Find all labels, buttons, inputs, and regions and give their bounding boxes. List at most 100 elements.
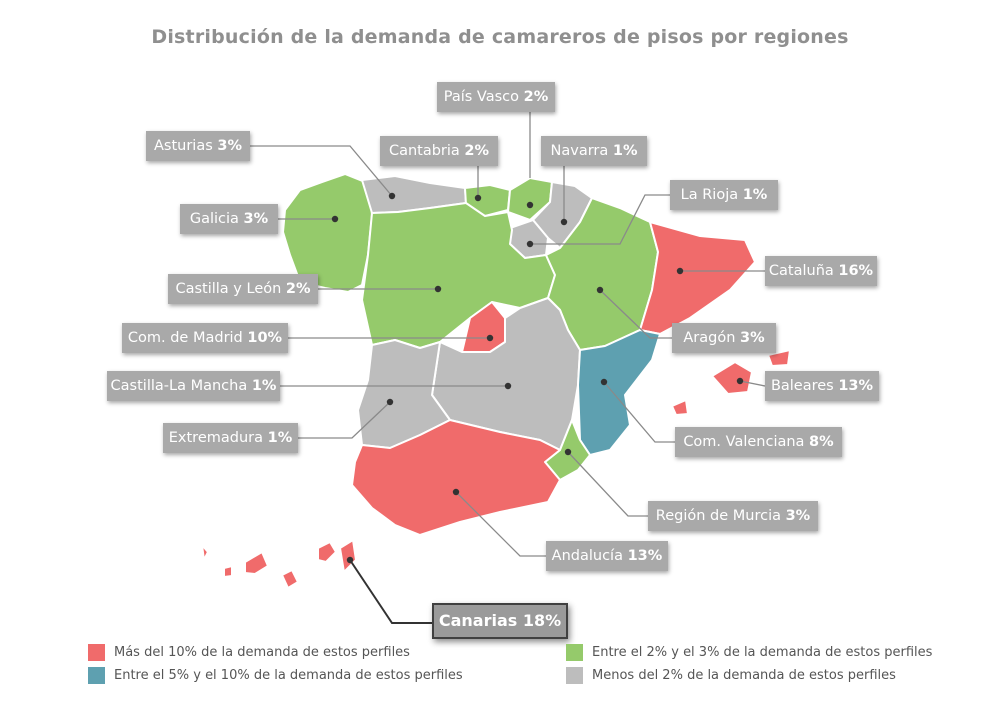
label-castilla-leon: Castilla y León 2% (168, 274, 318, 304)
dot-asturias (388, 192, 396, 200)
dot-aragon (596, 286, 604, 294)
label-cataluna-name: Cataluña (768, 263, 834, 279)
label-la-rioja-name: La Rioja (680, 187, 739, 203)
label-navarra: Navarra 1% (541, 136, 647, 166)
label-pais-vasco-name: País Vasco (443, 89, 519, 105)
label-murcia-pct: 3% (785, 508, 811, 524)
region-cataluna (639, 221, 756, 335)
leader-asturias (250, 145, 393, 197)
region-canarias-4 (281, 569, 299, 589)
label-valenciana: Com. Valenciana 8% (675, 427, 842, 457)
dot-extremadura (386, 398, 394, 406)
label-cantabria-pct: 2% (464, 143, 490, 159)
label-pais-vasco: País Vasco 2% (437, 82, 555, 112)
dot-baleares (736, 377, 744, 385)
region-valenciana (577, 329, 661, 456)
leader-valenciana (603, 381, 675, 443)
label-castilla-mancha-name: Castilla-La Mancha (110, 378, 248, 394)
legend-label-red: Más del 10% de la demanda de estos perfi… (114, 645, 410, 660)
region-canarias-5 (317, 541, 337, 563)
label-murcia-name: Región de Murcia (655, 508, 781, 524)
label-extremadura-name: Extremadura (168, 430, 263, 446)
legend-item-red: Más del 10% de la demanda de estos perfi… (88, 644, 410, 661)
legend-label-gray: Menos del 2% de la demanda de estos perf… (592, 668, 896, 683)
dot-valenciana (600, 378, 608, 386)
label-la-rioja: La Rioja 1% (670, 180, 778, 210)
dot-castilla-leon (434, 285, 442, 293)
label-madrid-pct: 10% (247, 330, 283, 346)
dot-cantabria (474, 194, 482, 202)
label-baleares: Baleares 13% (765, 371, 879, 401)
label-cantabria: Cantabria 2% (380, 136, 498, 166)
leader-andalucia (455, 491, 546, 557)
label-aragon-name: Aragón (683, 330, 736, 346)
leader-la-rioja (530, 194, 670, 245)
leader-murcia (567, 451, 648, 517)
label-navarra-pct: 1% (612, 143, 638, 159)
label-asturias-name: Asturias (153, 138, 213, 154)
label-canarias: Canarias 18% (432, 603, 568, 639)
region-canarias-3 (244, 551, 269, 575)
label-baleares-name: Baleares (770, 378, 834, 394)
leader-baleares (739, 380, 766, 387)
label-castilla-mancha-pct: 1% (251, 378, 277, 394)
region-baleares-mallorca (711, 361, 753, 395)
dot-galicia (331, 215, 339, 223)
dot-pais-vasco (526, 201, 534, 209)
dot-canarias (346, 556, 354, 564)
label-cataluna: Cataluña 16% (765, 256, 877, 286)
label-andalucia-pct: 13% (627, 548, 663, 564)
dot-cataluna (676, 267, 684, 275)
label-galicia-name: Galicia (189, 211, 239, 227)
label-galicia: Galicia 3% (180, 204, 278, 234)
label-valenciana-name: Com. Valenciana (683, 434, 805, 450)
label-castilla-leon-name: Castilla y León (175, 281, 282, 297)
dot-madrid (486, 334, 494, 342)
region-baleares-menorca (767, 349, 791, 367)
label-cantabria-name: Cantabria (388, 143, 460, 159)
label-castilla-mancha: Castilla-La Mancha 1% (107, 371, 280, 401)
label-castilla-leon-pct: 2% (285, 281, 311, 297)
label-la-rioja-pct: 1% (742, 187, 768, 203)
dot-castilla-mancha (504, 382, 512, 390)
legend-label-blue: Entre el 5% y el 10% de la demanda de es… (114, 668, 463, 683)
legend-item-gray: Menos del 2% de la demanda de estos perf… (566, 667, 896, 684)
legend-swatch-gray (566, 667, 583, 684)
label-asturias-pct: 3% (217, 138, 242, 154)
label-canarias-pct: 18% (522, 611, 562, 630)
leader-canarias (349, 559, 432, 624)
dot-la-rioja (526, 240, 534, 248)
legend-item-green: Entre el 2% y el 3% de la demanda de est… (566, 644, 932, 661)
dot-navarra (560, 218, 568, 226)
region-baleares-ibiza (671, 399, 689, 416)
label-baleares-pct: 13% (838, 378, 874, 394)
leader-aragon (599, 289, 672, 339)
leader-extremadura (298, 401, 391, 439)
label-canarias-name: Canarias (438, 611, 518, 630)
label-cataluna-pct: 16% (838, 263, 874, 279)
legend-swatch-blue (88, 667, 105, 684)
dot-murcia (564, 448, 572, 456)
label-pais-vasco-pct: 2% (523, 89, 549, 105)
label-galicia-pct: 3% (243, 211, 269, 227)
label-aragon-pct: 3% (740, 330, 765, 346)
map-title: Distribución de la demanda de camareros … (151, 26, 849, 48)
legend-swatch-green (566, 644, 583, 661)
label-aragon: Aragón 3% (672, 323, 776, 353)
legend-label-green: Entre el 2% y el 3% de la demanda de est… (592, 645, 933, 660)
region-canarias-2 (223, 565, 233, 578)
label-andalucia: Andalucía 13% (546, 541, 668, 571)
label-madrid-name: Com. de Madrid (127, 330, 243, 346)
label-madrid: Com. de Madrid 10% (122, 323, 288, 353)
label-valenciana-pct: 8% (809, 434, 834, 450)
dot-andalucia (452, 488, 460, 496)
label-extremadura: Extremadura 1% (163, 423, 298, 453)
legend-swatch-red (88, 644, 105, 661)
region-andalucia (351, 419, 561, 536)
label-andalucia-name: Andalucía (551, 548, 623, 564)
label-extremadura-pct: 1% (267, 430, 293, 446)
label-murcia: Región de Murcia 3% (648, 501, 818, 531)
legend-item-blue: Entre el 5% y el 10% de la demanda de es… (88, 667, 463, 684)
region-canarias-1 (201, 544, 209, 561)
